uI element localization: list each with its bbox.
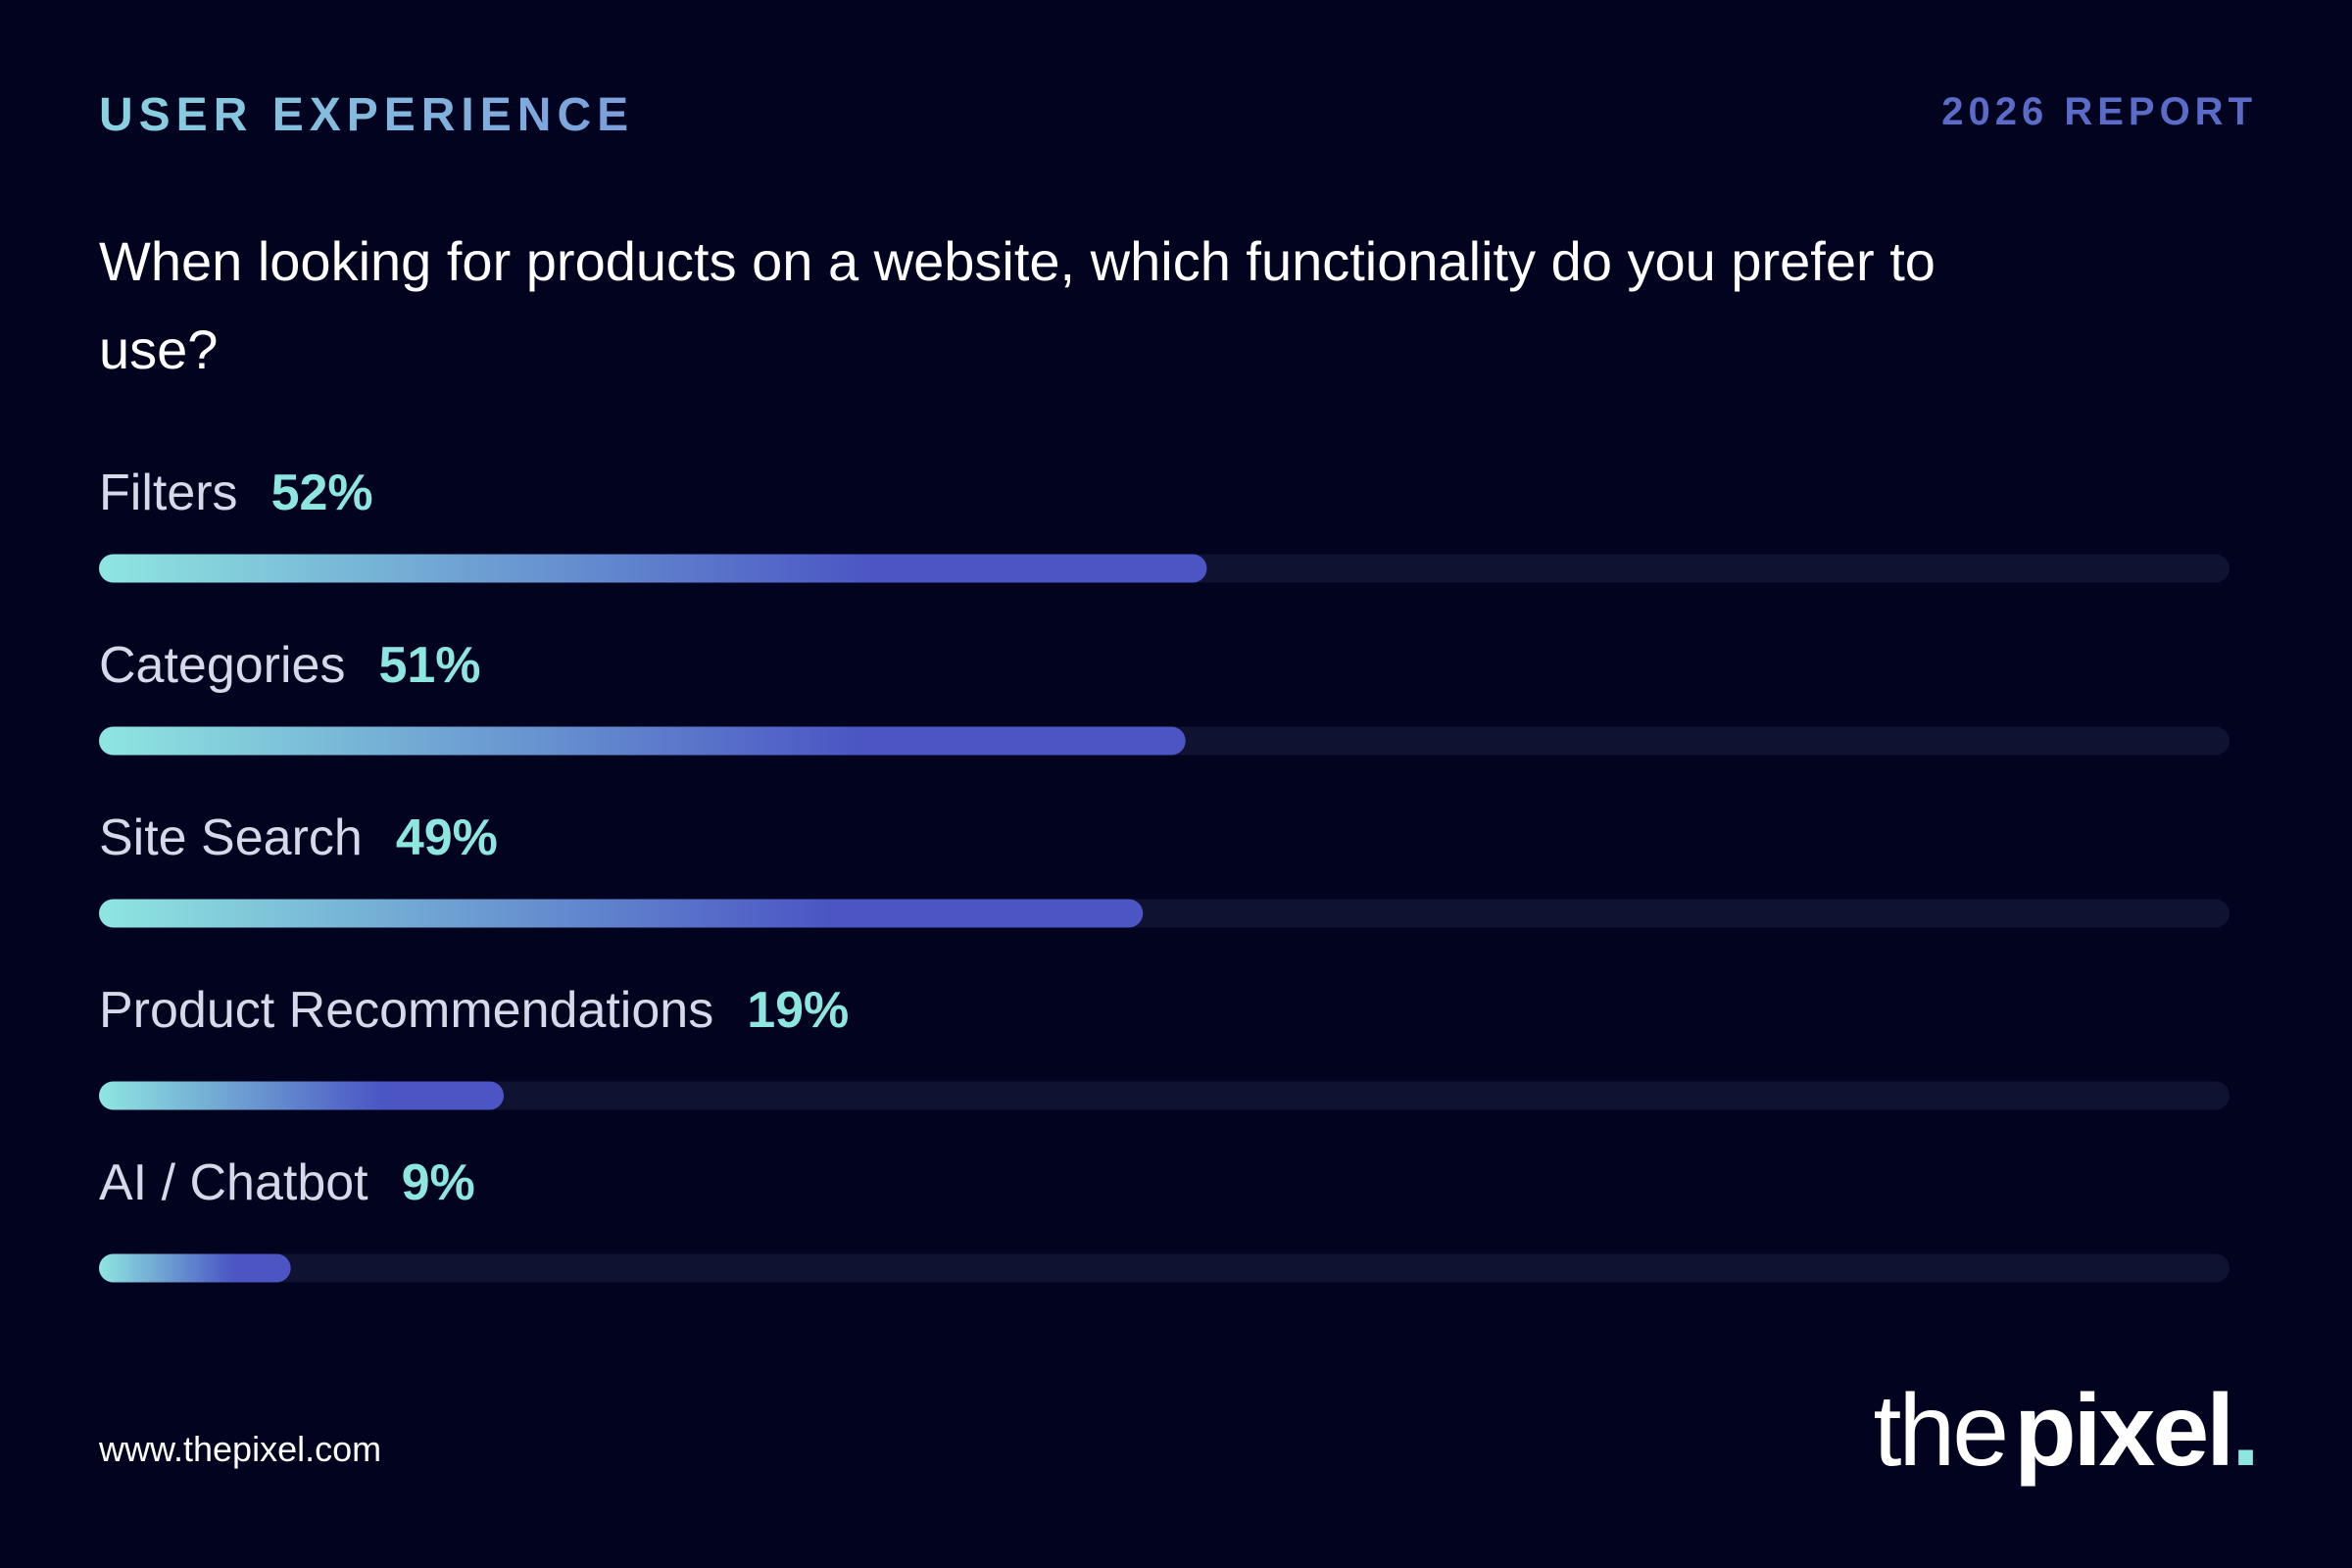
logo-part: .	[2231, 1374, 2257, 1488]
question: When looking for products on a website, …	[99, 230, 1936, 380]
bar	[99, 899, 1144, 928]
footer-url: www.thepixel.com	[98, 1429, 381, 1469]
category-label: Categories	[99, 637, 345, 694]
logo: thepixel.	[1874, 1374, 2257, 1488]
value-label: 9%	[402, 1154, 475, 1211]
value-label: 51%	[378, 637, 480, 694]
category-label: AI / Chatbot	[99, 1154, 368, 1211]
bar	[99, 1081, 505, 1110]
category-label: Site Search	[99, 809, 363, 866]
bar	[99, 1253, 291, 1283]
bar	[99, 554, 1207, 583]
report-label: 2026 REPORT	[1941, 90, 2257, 133]
bar-track	[99, 1081, 2230, 1110]
category-label: Product Recommendations	[99, 982, 713, 1039]
bar-track	[99, 1253, 2230, 1283]
bar	[99, 726, 1186, 756]
value-label: 19%	[747, 982, 849, 1039]
value-label: 49%	[396, 809, 498, 866]
category-label: Filters	[99, 465, 238, 521]
value-label: 52%	[271, 465, 373, 521]
logo-part: pixel	[2014, 1374, 2231, 1488]
logo-part: the	[1874, 1374, 2007, 1488]
section-label: USER EXPERIENCE	[99, 89, 634, 141]
